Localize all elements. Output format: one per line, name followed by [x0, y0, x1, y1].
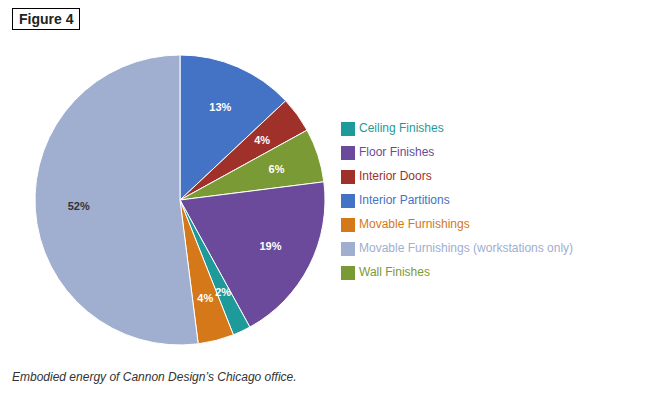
html-text:Wall Finishes: Wall Finishes — [359, 265, 430, 279]
html-text:Movable Furnishings: Movable Furnishings — [359, 217, 470, 231]
html-text:Embodied energy of Cannon Desi: Embodied energy of Cannon Design’s Chica… — [12, 370, 297, 384]
html-text:Figure 4: Figure 4 — [19, 11, 74, 27]
svg-text:4%: 4% — [197, 292, 213, 304]
html-text:Floor Finishes: Floor Finishes — [359, 145, 435, 159]
svg-text:4%: 4% — [254, 134, 270, 146]
svg-text:6%: 6% — [269, 163, 285, 175]
svg-text:52%: 52% — [68, 200, 90, 212]
html-text:Movable Furnishings (workstati: Movable Furnishings (workstations only) — [359, 241, 574, 255]
svg-text:13%: 13% — [209, 101, 231, 113]
html-text:Interior Doors: Interior Doors — [359, 169, 432, 183]
svg-text:2%: 2% — [215, 286, 231, 298]
svg-text:19%: 19% — [259, 240, 281, 252]
html-text:Interior Partitions: Interior Partitions — [359, 193, 450, 207]
html-text:Ceiling Finishes: Ceiling Finishes — [359, 121, 444, 135]
